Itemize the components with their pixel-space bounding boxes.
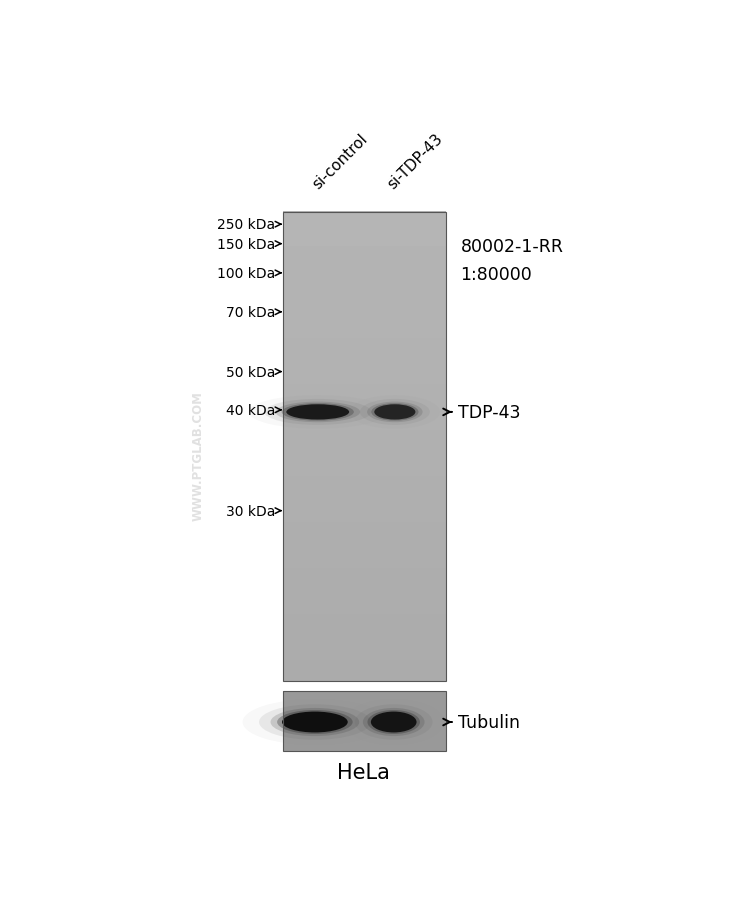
Ellipse shape (287, 405, 349, 420)
Ellipse shape (265, 400, 371, 426)
Bar (284, 212, 447, 681)
Text: 250 kDa: 250 kDa (217, 218, 275, 232)
Text: 40 kDa: 40 kDa (226, 403, 275, 418)
Ellipse shape (374, 405, 416, 420)
Bar (284, 692, 447, 750)
Ellipse shape (270, 708, 359, 736)
Text: HeLa: HeLa (337, 762, 390, 782)
Ellipse shape (282, 712, 348, 732)
Ellipse shape (371, 404, 419, 421)
Ellipse shape (371, 712, 416, 732)
Ellipse shape (343, 699, 444, 745)
Text: 70 kDa: 70 kDa (226, 306, 275, 319)
Text: 80002-1-RR: 80002-1-RR (461, 238, 564, 256)
Text: TDP-43: TDP-43 (458, 403, 520, 421)
Ellipse shape (355, 704, 433, 740)
Text: 100 kDa: 100 kDa (217, 267, 275, 281)
Ellipse shape (242, 699, 387, 745)
Ellipse shape (282, 404, 354, 421)
Text: si-control: si-control (310, 131, 371, 191)
Text: si-TDP-43: si-TDP-43 (384, 131, 445, 191)
Text: 1:80000: 1:80000 (461, 266, 532, 284)
Text: 50 kDa: 50 kDa (226, 365, 275, 379)
Ellipse shape (349, 396, 440, 429)
Ellipse shape (259, 704, 371, 740)
Text: 150 kDa: 150 kDa (217, 237, 275, 252)
Text: 30 kDa: 30 kDa (226, 504, 275, 518)
Ellipse shape (363, 708, 425, 736)
Ellipse shape (368, 710, 420, 734)
Ellipse shape (367, 402, 422, 423)
Ellipse shape (276, 402, 360, 423)
Text: WWW.PTGLAB.COM: WWW.PTGLAB.COM (192, 391, 204, 520)
Ellipse shape (360, 400, 430, 426)
Ellipse shape (277, 710, 352, 734)
Text: Tubulin: Tubulin (458, 713, 520, 732)
Ellipse shape (248, 396, 387, 429)
